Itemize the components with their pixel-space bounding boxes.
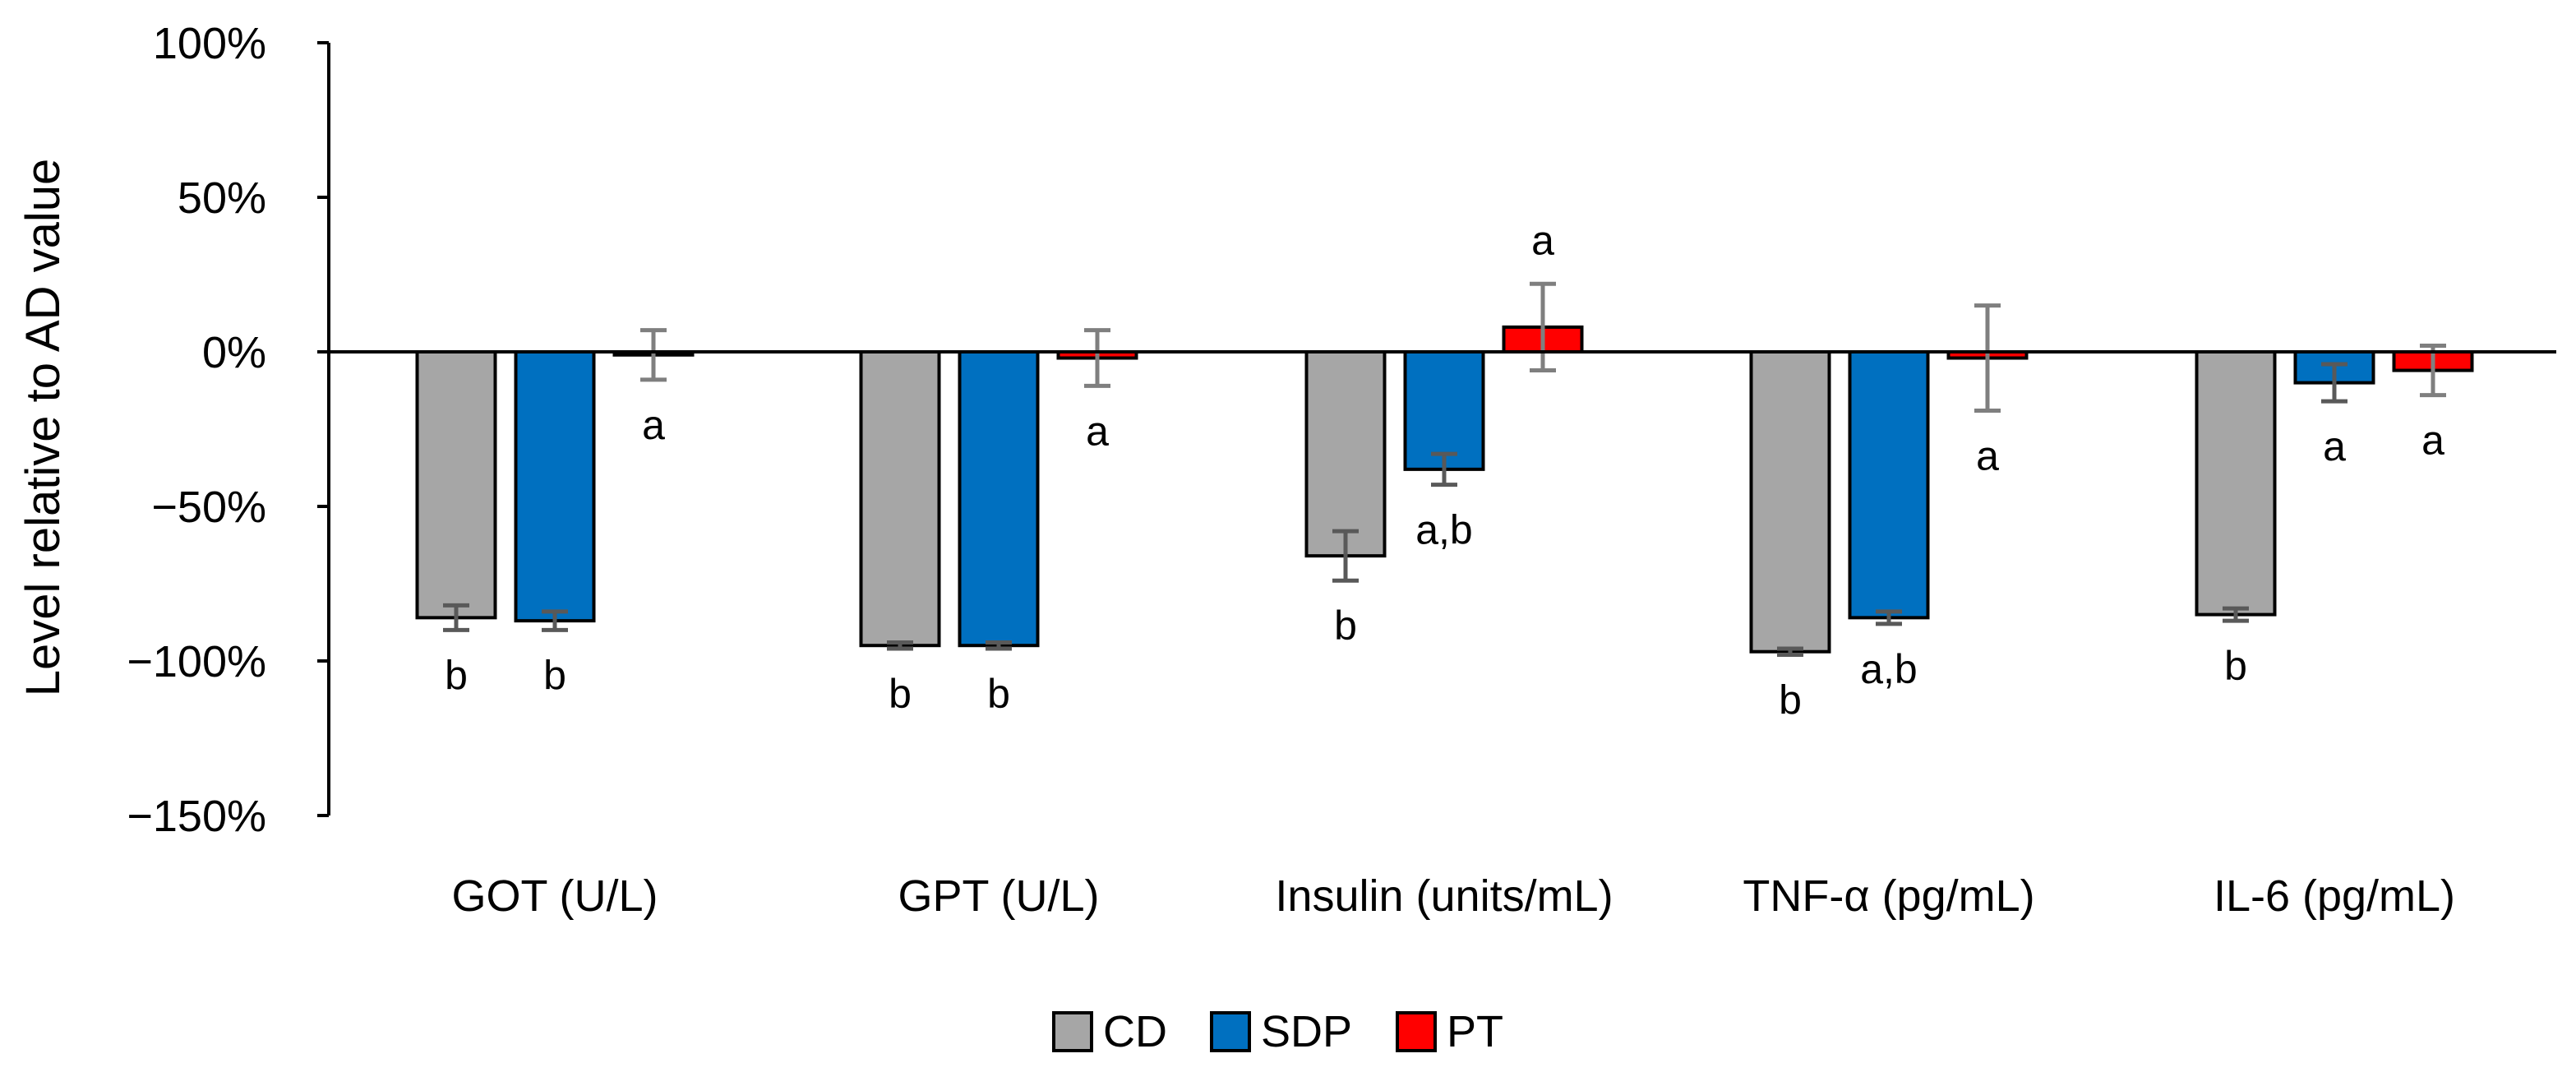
legend-swatch [1052, 1011, 1093, 1052]
bar-sdp-1 [514, 350, 596, 623]
x-category-label: IL-6 (pg/mL) [2214, 871, 2455, 921]
error-bar-cd-3 [1332, 529, 1359, 583]
bar-cd-4 [1749, 350, 1831, 654]
y-tick-label: −100% [127, 637, 266, 686]
error-bar-sdp-1 [542, 609, 568, 632]
significance-letter-pt-4: a [1976, 432, 1999, 478]
legend-swatch [1210, 1011, 1251, 1052]
legend-item-cd: CD [1052, 1007, 1167, 1056]
y-tick-label: −50% [151, 483, 266, 532]
legend-item-sdp: SDP [1210, 1007, 1352, 1056]
bar-cd-5 [2195, 350, 2277, 617]
y-axis: 100% 50% 0% −50% −100% −150% [127, 19, 330, 841]
significance-letter-sdp-1: b [543, 652, 566, 698]
error-bars-layer [443, 281, 2446, 657]
x-axis-labels: GOT (U/L) GPT (U/L) Insulin (units/mL) TNF-… [451, 871, 2455, 921]
bar-sdp-2 [958, 350, 1040, 648]
significance-letter-sdp-5: a [2323, 423, 2346, 469]
significance-letter-cd-4: b [1779, 677, 1802, 723]
significance-letter-sdp-3: a,b [1415, 507, 1473, 553]
significance-letters-layer: b b b b b b b a,b a,b a a a a a a [445, 217, 2444, 723]
error-bar-sdp-2 [986, 640, 1012, 651]
error-bar-sdp-3 [1431, 451, 1457, 487]
y-tick-label: −150% [127, 792, 266, 841]
bar-cd-3 [1304, 350, 1387, 558]
significance-letter-pt-5: a [2421, 418, 2444, 464]
legend-label: SDP [1261, 1007, 1352, 1056]
error-bar-sdp-4 [1876, 609, 1902, 626]
error-bar-sdp-5 [2321, 362, 2347, 404]
y-axis-label: Level relative to AD value [16, 159, 70, 696]
significance-letter-pt-1: a [642, 402, 665, 448]
significance-letter-cd-1: b [445, 652, 468, 698]
y-tick-label: 100% [153, 19, 266, 68]
legend-item-pt: PT [1396, 1007, 1503, 1056]
error-bar-pt-5 [2420, 343, 2446, 398]
y-tick-label: 50% [178, 173, 266, 223]
error-bar-pt-4 [1974, 303, 2001, 413]
bar-cd-2 [859, 350, 941, 648]
bar-sdp-4 [1848, 350, 1930, 620]
significance-letter-pt-3: a [1531, 217, 1554, 263]
legend-label: PT [1447, 1007, 1503, 1056]
error-bar-pt-3 [1530, 281, 1556, 373]
error-bar-cd-5 [2223, 606, 2249, 623]
significance-letter-cd-3: b [1334, 603, 1357, 649]
x-category-label: GOT (U/L) [451, 871, 658, 921]
bar-sdp-3 [1403, 350, 1485, 471]
x-category-label: GPT (U/L) [898, 871, 1099, 921]
legend-swatch [1396, 1011, 1437, 1052]
significance-letter-cd-2: b [889, 671, 912, 717]
bar-cd-1 [415, 350, 497, 620]
significance-letter-sdp-4: a,b [1860, 646, 1918, 692]
significance-letter-sdp-2: b [987, 671, 1010, 717]
error-bar-cd-1 [443, 603, 469, 632]
bars-layer [415, 325, 2474, 654]
error-bar-pt-1 [640, 328, 667, 382]
x-category-label: TNF-α (pg/mL) [1743, 871, 2034, 921]
error-bar-cd-2 [887, 640, 913, 651]
error-bar-pt-2 [1084, 328, 1110, 388]
significance-letter-cd-5: b [2224, 643, 2247, 689]
legend-label: CD [1103, 1007, 1167, 1056]
legend: CD SDP PT [1052, 1007, 1503, 1056]
y-tick-label: 0% [202, 328, 266, 377]
significance-letter-pt-2: a [1086, 408, 1109, 454]
error-bar-cd-4 [1777, 646, 1803, 657]
x-category-label: Insulin (units/mL) [1275, 871, 1613, 921]
